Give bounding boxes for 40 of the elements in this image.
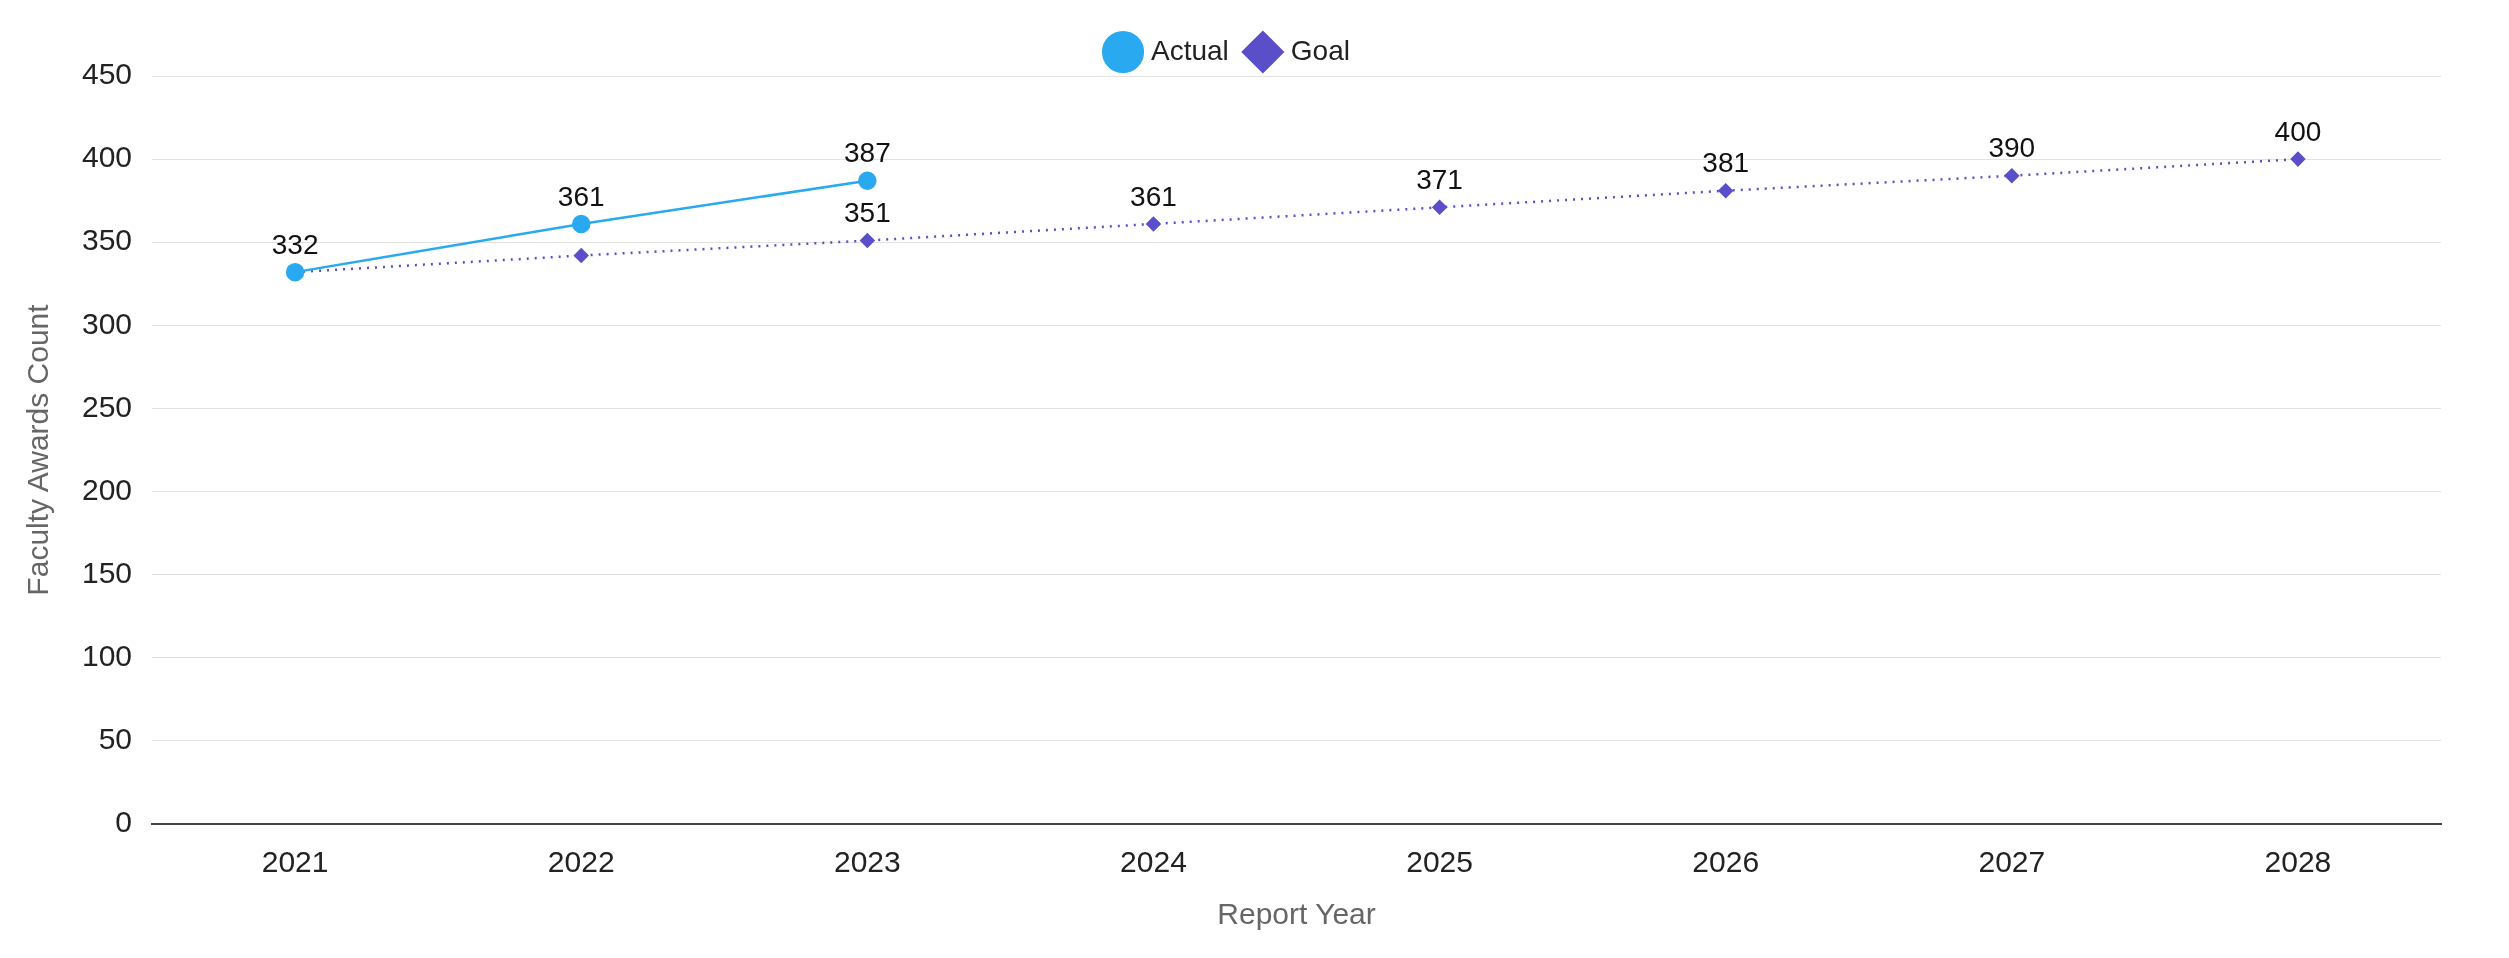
y-tick-label: 0 [115, 805, 133, 839]
point [2290, 151, 2306, 167]
point [571, 214, 591, 234]
y-axis-title: Faculty Awards Count [21, 303, 55, 596]
y-tick-label: 50 [98, 722, 133, 756]
data-label: 361 [557, 180, 605, 212]
point [1432, 200, 1447, 215]
x-tick-label: 2026 [1692, 845, 1760, 879]
x-tick-label: 2021 [261, 845, 329, 879]
point [858, 171, 877, 190]
point [573, 248, 589, 263]
legend-label: Actual [1151, 34, 1229, 66]
data-label: 387 [843, 137, 891, 169]
data-label: 390 [1988, 132, 2036, 164]
data-label: 351 [843, 197, 891, 229]
point [860, 233, 875, 248]
y-tick-label: 150 [81, 555, 133, 589]
x-tick-label: 2023 [833, 845, 901, 879]
x-tick-label: 2027 [1978, 845, 2046, 879]
data-label: 371 [1416, 164, 1463, 196]
x-tick-label: 2028 [2264, 845, 2332, 879]
point [2004, 168, 2020, 183]
data-label: 361 [1130, 180, 1177, 212]
y-tick-label: 250 [81, 389, 133, 423]
y-tick-label: 200 [81, 472, 133, 506]
y-tick-label: 450 [81, 57, 133, 91]
y-tick-label: 350 [81, 223, 133, 257]
y-tick-label: 400 [81, 140, 133, 174]
point [1718, 183, 1733, 198]
x-tick-label: 2024 [1120, 845, 1187, 879]
point [1146, 216, 1161, 232]
x-axis-title: Report Year [1217, 897, 1376, 931]
y-tick-label: 100 [81, 639, 133, 673]
data-label: 332 [271, 228, 319, 260]
data-label: 381 [1702, 147, 1750, 179]
data-label: 400 [2274, 115, 2322, 147]
x-tick-label: 2025 [1406, 845, 1473, 879]
x-tick-label: 2022 [547, 845, 615, 879]
y-tick-label: 300 [81, 306, 133, 340]
legend-label: Goal [1290, 34, 1350, 66]
